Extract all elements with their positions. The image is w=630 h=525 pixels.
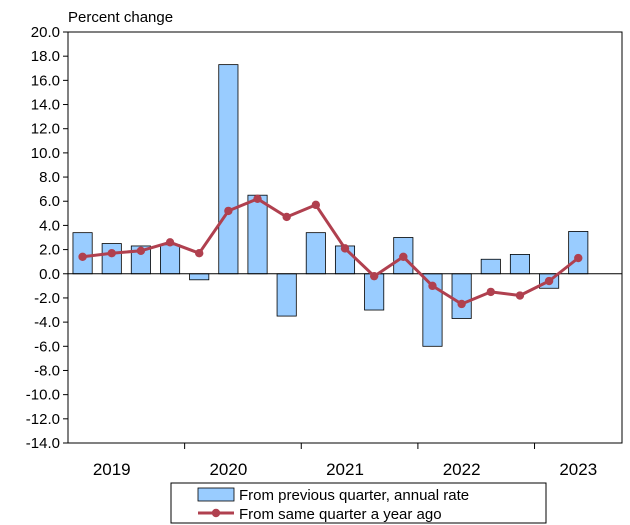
line-series [78, 194, 583, 309]
y-tick-label: 8.0 [39, 169, 60, 186]
line-point [282, 212, 291, 222]
line-point [195, 249, 204, 258]
line-point [78, 252, 87, 262]
legend-label-line: From same quarter a year ago [239, 506, 442, 523]
line-point [165, 238, 175, 247]
x-year-label: 2021 [326, 460, 364, 479]
y-tick-label: 6.0 [39, 193, 60, 210]
bar-series [72, 64, 589, 347]
y-tick-label: -6.0 [34, 338, 60, 355]
bar [480, 258, 501, 275]
plot-area [67, 31, 623, 444]
bar [509, 254, 530, 275]
y-tick-label: -10.0 [26, 387, 60, 404]
y-tick-label: 4.0 [39, 217, 60, 234]
unit-label: Percent change [68, 9, 173, 26]
x-year-label: 2019 [93, 460, 131, 479]
y-tick-label: -12.0 [26, 411, 60, 428]
y-tick-label: 10.0 [31, 145, 60, 162]
bar [568, 231, 589, 275]
x-year-label: 2020 [209, 460, 247, 479]
bar [247, 194, 268, 275]
bar [218, 64, 239, 275]
x-axis: 2019 2020 2021 2022 2023 [93, 443, 597, 479]
line-point [399, 252, 408, 262]
y-tick-label: 14.0 [31, 97, 60, 114]
y-tick-label: 18.0 [31, 48, 60, 65]
y-tick-label: 16.0 [31, 72, 60, 89]
legend-swatch-marker [211, 508, 221, 518]
bar [276, 273, 297, 317]
line-point [457, 299, 466, 309]
x-year-label: 2023 [559, 460, 597, 479]
bar [101, 243, 122, 275]
line-point [311, 200, 321, 210]
x-year-label: 2022 [443, 460, 481, 479]
y-tick-label: 0.0 [39, 266, 60, 283]
line-point [107, 249, 116, 258]
y-tick-label: 20.0 [31, 24, 60, 41]
bar [189, 273, 210, 281]
y-tick-label: -4.0 [34, 314, 60, 331]
bar [160, 244, 181, 275]
line-point [369, 271, 379, 281]
line-point [224, 206, 233, 216]
y-tick-label: -14.0 [26, 435, 60, 452]
y-tick-label: 12.0 [31, 121, 60, 138]
bar [451, 273, 472, 319]
line-point [515, 291, 525, 300]
line-point [428, 281, 437, 291]
line-point [544, 276, 554, 286]
y-tick-label: 2.0 [39, 242, 60, 259]
line-point [486, 287, 495, 297]
y-axis: 20.0 18.0 16.0 14.0 12.0 10.0 8.0 6.0 4.0 2.0 0.0 -… [26, 24, 68, 452]
legend-swatch-bar [197, 487, 235, 502]
line-point [136, 246, 146, 255]
y-tick-label: -2.0 [34, 290, 60, 307]
y-tick-label: -8.0 [34, 362, 60, 379]
line-point [253, 194, 262, 204]
series-line [82, 197, 580, 306]
legend-label-bar: From previous quarter, annual rate [239, 487, 469, 504]
line-point [574, 253, 583, 263]
bar [305, 232, 326, 275]
line-point [340, 244, 350, 253]
legend: From previous quarter, annual rate From … [170, 482, 547, 524]
